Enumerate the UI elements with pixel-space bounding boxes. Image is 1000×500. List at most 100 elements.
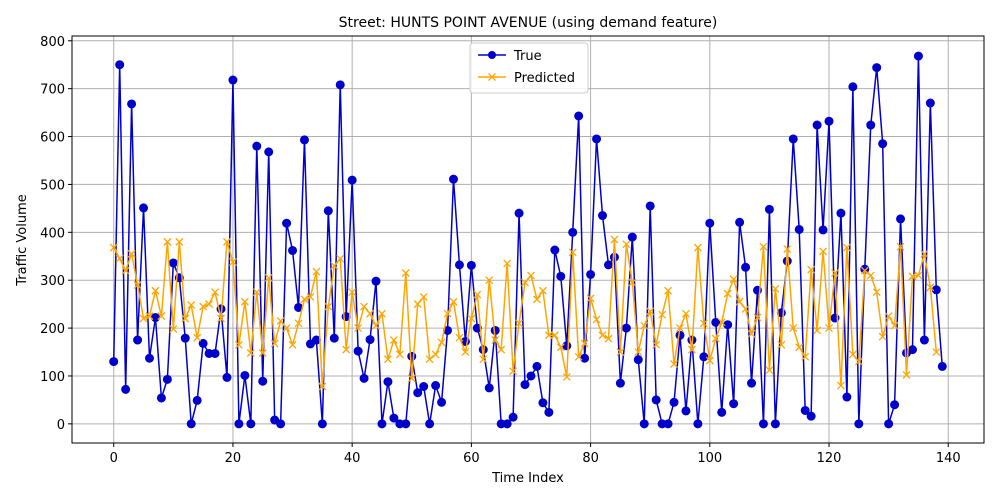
legend-marker-true xyxy=(488,51,496,59)
data-point-true xyxy=(156,393,166,403)
y-tick-label: 800 xyxy=(40,35,65,50)
data-point-predicted xyxy=(926,283,935,292)
data-point-predicted xyxy=(920,249,929,258)
data-point-predicted xyxy=(842,243,851,252)
x-axis-label: Time Index xyxy=(491,471,564,486)
data-point-true xyxy=(127,99,137,109)
data-point-predicted xyxy=(401,269,410,277)
data-point-predicted xyxy=(139,314,148,323)
data-point-predicted xyxy=(127,249,136,258)
data-point-predicted xyxy=(515,319,524,328)
data-point-predicted xyxy=(312,267,321,276)
data-point-predicted xyxy=(634,348,643,356)
data-point-predicted xyxy=(503,259,512,268)
data-point-true xyxy=(371,276,381,286)
data-point-predicted xyxy=(848,350,857,359)
y-tick-label: 400 xyxy=(40,226,65,241)
data-point-predicted xyxy=(747,329,756,338)
data-point-predicted xyxy=(121,266,130,275)
data-point-true xyxy=(735,217,745,227)
data-point-true xyxy=(937,361,947,371)
data-point-true xyxy=(609,252,619,262)
y-tick-label: 600 xyxy=(40,131,65,146)
data-point-true xyxy=(562,341,572,351)
data-point-true xyxy=(472,323,482,333)
series-line-true xyxy=(112,55,944,425)
data-point-predicted xyxy=(473,290,482,299)
data-point-predicted xyxy=(622,240,631,249)
data-point-true xyxy=(329,333,339,343)
data-point-true xyxy=(347,175,357,185)
data-point-predicted xyxy=(640,321,649,330)
data-point-predicted xyxy=(109,243,118,252)
data-point-true xyxy=(836,208,846,218)
data-point-true xyxy=(580,353,590,363)
data-point-true xyxy=(526,371,536,381)
data-point-predicted xyxy=(610,235,619,244)
data-point-predicted xyxy=(556,343,565,352)
data-point-true xyxy=(770,419,780,429)
data-point-predicted xyxy=(658,310,667,319)
data-point-true xyxy=(502,419,512,429)
x-axis-ticks: 0 20 40 60 80 100 120 140 xyxy=(110,443,961,466)
data-point-predicted xyxy=(532,295,541,304)
data-point-predicted xyxy=(819,247,828,256)
data-point-true xyxy=(824,116,834,126)
data-point-true xyxy=(401,419,411,429)
data-point-predicted xyxy=(902,371,911,379)
data-point-predicted xyxy=(223,237,231,246)
data-point-true xyxy=(884,419,894,429)
data-point-true xyxy=(240,370,250,380)
data-point-true xyxy=(633,355,643,365)
data-point-true xyxy=(222,372,232,382)
data-point-true xyxy=(747,378,757,388)
data-point-true xyxy=(484,383,494,393)
data-point-predicted xyxy=(568,248,577,257)
data-point-true xyxy=(693,419,703,429)
data-point-predicted xyxy=(932,348,941,356)
data-point-predicted xyxy=(330,261,339,270)
data-point-true xyxy=(603,260,613,270)
data-point-predicted xyxy=(699,319,708,328)
data-point-predicted xyxy=(693,243,702,252)
data-point-true xyxy=(115,60,125,70)
data-point-predicted xyxy=(425,355,434,364)
series-layer xyxy=(109,51,947,429)
x-tick-label: 0 xyxy=(110,451,118,466)
data-point-true xyxy=(437,397,447,407)
data-point-predicted xyxy=(676,324,684,333)
data-point-predicted xyxy=(831,269,839,277)
x-tick-label: 120 xyxy=(817,451,842,466)
y-tick-label: 0 xyxy=(57,418,65,433)
data-point-true xyxy=(425,419,435,429)
data-point-predicted xyxy=(288,340,297,349)
data-point-true xyxy=(168,258,178,268)
data-point-predicted xyxy=(765,366,774,375)
legend-label-predicted: Predicted xyxy=(514,71,575,86)
data-point-predicted xyxy=(807,265,816,274)
legend: True Predicted xyxy=(469,42,589,94)
data-point-true xyxy=(538,398,548,408)
legend-marker-predicted xyxy=(488,73,496,81)
data-point-predicted xyxy=(854,357,863,366)
data-point-predicted xyxy=(199,302,208,311)
data-point-predicted xyxy=(115,254,124,263)
data-point-predicted xyxy=(246,349,255,357)
data-point-predicted xyxy=(318,382,327,391)
data-point-true xyxy=(466,260,476,270)
data-point-predicted xyxy=(652,340,661,349)
data-point-predicted xyxy=(521,278,529,287)
data-point-predicted xyxy=(485,276,494,285)
data-point-true xyxy=(574,111,584,121)
data-point-true xyxy=(323,206,333,216)
data-point-predicted xyxy=(240,297,249,306)
data-point-predicted xyxy=(705,356,714,365)
data-point-predicted xyxy=(884,312,893,321)
data-point-true xyxy=(794,224,804,234)
data-point-predicted xyxy=(383,355,392,364)
data-point-predicted xyxy=(723,289,732,298)
data-point-predicted xyxy=(896,242,905,251)
data-point-true xyxy=(919,335,929,345)
data-point-predicted xyxy=(169,325,178,333)
data-point-true xyxy=(544,407,554,417)
